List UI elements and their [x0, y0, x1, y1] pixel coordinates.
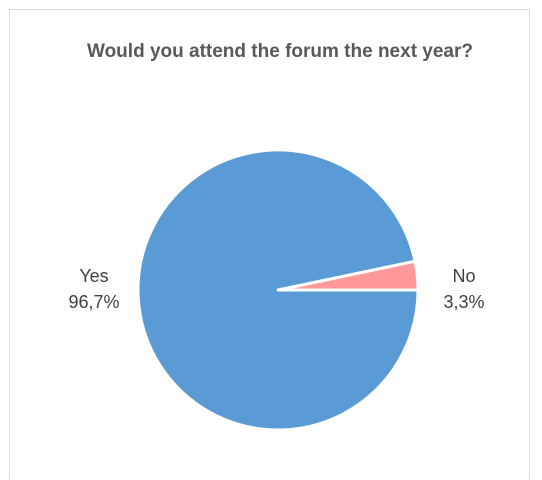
- data-label-no-name: No: [452, 266, 475, 286]
- data-label-yes-value: 96,7%: [68, 292, 119, 312]
- pie-slices: [136, 148, 420, 432]
- pie-labels: Yes 96,7% No 3,3%: [68, 266, 484, 312]
- data-label-yes-name: Yes: [79, 266, 108, 286]
- data-label-no-value: 3,3%: [443, 292, 484, 312]
- pie-slice-yes: [136, 148, 420, 432]
- chart-title: Would you attend the forum the next year…: [86, 41, 473, 62]
